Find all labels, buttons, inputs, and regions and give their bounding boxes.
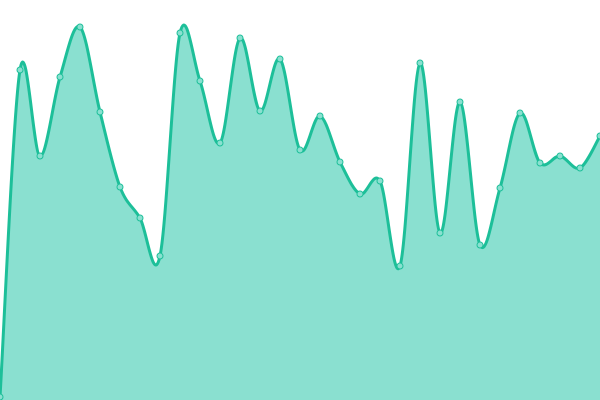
data-point-14 xyxy=(276,55,284,63)
data-point-29 xyxy=(576,164,584,172)
data-point-24 xyxy=(476,241,484,249)
data-point-8 xyxy=(156,252,164,260)
data-point-30 xyxy=(596,132,600,140)
data-point-16 xyxy=(316,112,324,120)
data-point-23 xyxy=(456,98,464,106)
data-point-26 xyxy=(516,109,524,117)
data-point-25 xyxy=(496,184,504,192)
data-point-28 xyxy=(556,152,564,160)
data-point-6 xyxy=(116,183,124,191)
data-point-4 xyxy=(76,23,84,31)
data-point-0 xyxy=(0,393,4,400)
data-point-5 xyxy=(96,108,104,116)
data-point-3 xyxy=(56,73,64,81)
data-point-13 xyxy=(256,107,264,115)
data-point-21 xyxy=(416,59,424,67)
data-points xyxy=(0,23,600,400)
data-point-20 xyxy=(396,262,404,270)
data-point-12 xyxy=(236,34,244,42)
data-point-15 xyxy=(296,146,304,154)
data-point-7 xyxy=(136,214,144,222)
data-point-11 xyxy=(216,139,224,147)
data-point-2 xyxy=(36,152,44,160)
data-point-9 xyxy=(176,29,184,37)
data-point-17 xyxy=(336,158,344,166)
data-point-18 xyxy=(356,190,364,198)
data-point-27 xyxy=(536,159,544,167)
data-point-19 xyxy=(376,177,384,185)
data-point-10 xyxy=(196,77,204,85)
area-fill xyxy=(0,25,600,400)
data-point-1 xyxy=(16,66,24,74)
data-point-22 xyxy=(436,229,444,237)
